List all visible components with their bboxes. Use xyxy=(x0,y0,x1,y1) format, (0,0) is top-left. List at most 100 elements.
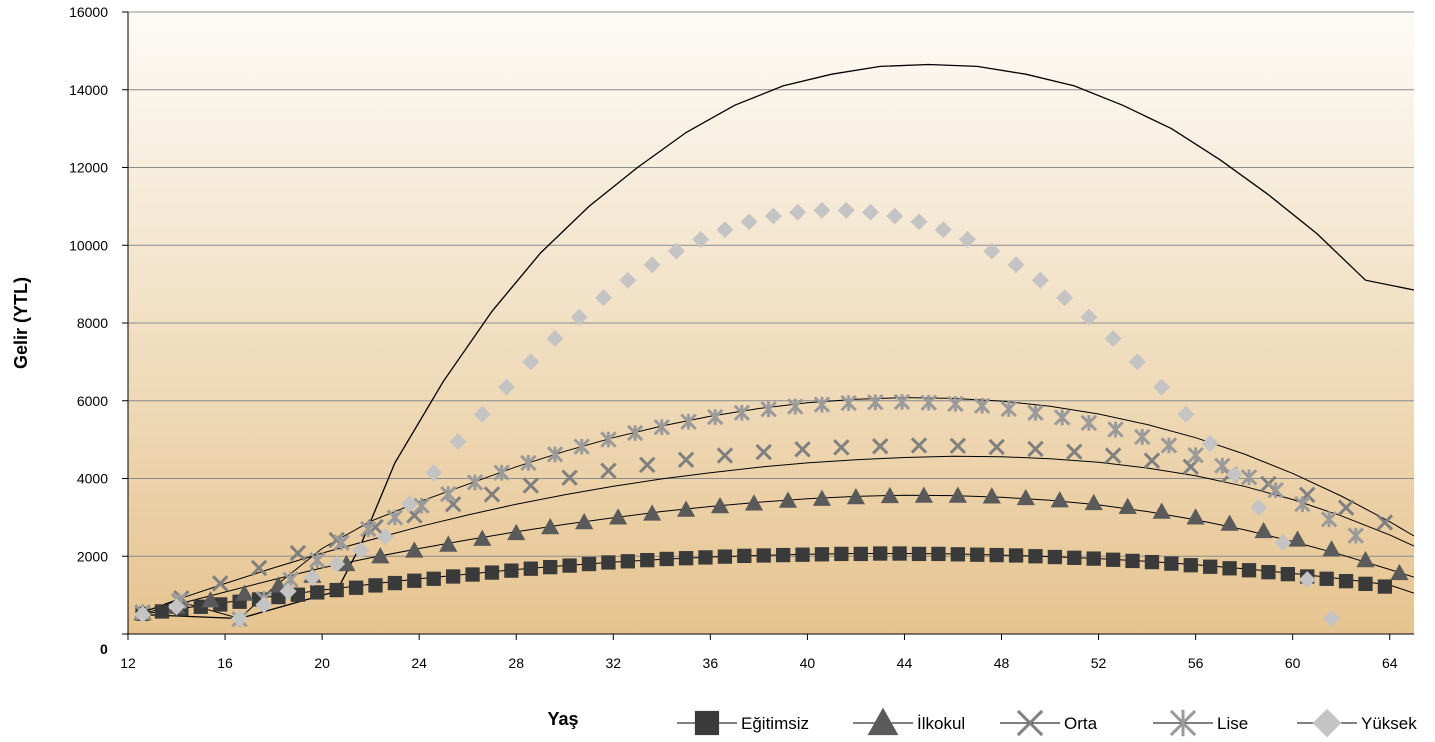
point-yüksek xyxy=(1031,271,1049,289)
point-lise xyxy=(333,534,350,551)
point-i-lkokul xyxy=(575,512,594,530)
point-eğitimsiz xyxy=(445,569,461,584)
point-i-lkokul xyxy=(507,523,526,541)
point-eğitimsiz xyxy=(213,597,228,612)
point-yüksek xyxy=(498,378,515,396)
point-eğitimsiz xyxy=(484,565,500,580)
point-orta xyxy=(910,437,928,454)
point-eğitimsiz xyxy=(543,559,558,575)
point-yüksek xyxy=(1274,534,1292,552)
point-i-lkokul xyxy=(1288,530,1307,547)
x-tick-labels: 12 16 20 24 28 32 36 40 44 48 52 56 60 64 xyxy=(120,634,1398,671)
point-eğitimsiz xyxy=(581,556,597,572)
x-tick-label: 12 xyxy=(120,655,136,671)
x-tick-label: 56 xyxy=(1188,655,1204,671)
point-eğitimsiz xyxy=(1203,559,1218,574)
point-lise xyxy=(1267,481,1284,499)
point-i-lkokul xyxy=(914,486,933,503)
point-i-lkokul xyxy=(744,494,764,511)
point-yüksek xyxy=(522,353,540,371)
point-orta xyxy=(250,559,268,577)
point-i-lkokul xyxy=(846,488,866,505)
point-orta xyxy=(949,437,967,455)
point-orta xyxy=(716,447,734,464)
point-eğitimsiz xyxy=(1358,576,1373,592)
legend-marker-i-lkokul xyxy=(867,707,899,736)
point-yüksek xyxy=(1298,571,1316,589)
point-yüksek xyxy=(449,433,467,451)
trendline-lise xyxy=(142,397,1415,620)
point-i-lkokul xyxy=(439,535,458,552)
point-yüksek xyxy=(352,541,370,559)
point-i-lkokul xyxy=(1390,563,1409,581)
point-orta xyxy=(833,439,850,456)
point-orta xyxy=(1143,452,1161,469)
point-eğitimsiz xyxy=(562,558,577,573)
point-yüksek xyxy=(1177,405,1195,423)
point-eğitimsiz xyxy=(620,554,635,569)
legend: Eğitimsiz İlkokul Orta Lise Yüksek xyxy=(677,707,1417,738)
point-lise xyxy=(893,393,911,411)
point-orta xyxy=(871,438,889,455)
point-eğitimsiz xyxy=(348,580,364,595)
point-yüksek xyxy=(376,528,394,546)
legend-label-lise: Lise xyxy=(1217,714,1248,733)
point-eğitimsiz xyxy=(970,547,985,562)
point-orta xyxy=(561,469,578,486)
y-tick-label: 16000 xyxy=(69,4,108,20)
point-eğitimsiz xyxy=(659,551,674,567)
x-tick-label: 16 xyxy=(217,655,233,671)
point-eğitimsiz xyxy=(1241,563,1257,578)
y-tick-label: 2000 xyxy=(77,548,108,564)
point-orta xyxy=(755,443,772,461)
point-eğitimsiz xyxy=(931,546,946,562)
point-yüksek xyxy=(619,271,637,289)
point-i-lkokul xyxy=(1220,514,1239,531)
point-yüksek xyxy=(1080,308,1098,326)
point-lise xyxy=(787,398,804,415)
data-points xyxy=(133,201,1409,628)
legend-label-i-lkokul: İlkokul xyxy=(917,714,965,733)
point-lise xyxy=(1160,437,1178,454)
point-eğitimsiz xyxy=(737,548,752,564)
point-yüksek xyxy=(837,201,855,219)
x-tick-label: 28 xyxy=(508,655,524,671)
point-lise xyxy=(813,396,831,413)
point-eğitimsiz xyxy=(368,578,383,593)
y-tick-label: 14000 xyxy=(69,82,108,98)
point-eğitimsiz xyxy=(407,573,422,588)
point-eğitimsiz xyxy=(873,546,888,561)
point-yüksek xyxy=(168,598,185,616)
point-lise xyxy=(1027,404,1044,422)
trendline-yüksek xyxy=(142,63,1415,620)
point-eğitimsiz xyxy=(911,546,927,562)
point-lise xyxy=(706,408,724,426)
point-yüksek xyxy=(546,330,564,347)
point-lise xyxy=(1347,527,1364,544)
point-yüksek xyxy=(692,230,710,248)
point-lise xyxy=(680,413,697,430)
point-eğitimsiz xyxy=(426,571,441,586)
point-lise xyxy=(1080,414,1098,432)
point-lise xyxy=(1187,446,1204,464)
point-yüksek xyxy=(425,464,443,482)
point-orta xyxy=(1066,443,1083,460)
point-eğitimsiz xyxy=(1261,565,1276,580)
point-yüksek xyxy=(134,606,152,624)
point-yüksek xyxy=(643,256,661,274)
point-i-lkokul xyxy=(235,584,254,601)
point-orta xyxy=(988,438,1005,456)
point-orta xyxy=(211,575,229,592)
point-lise xyxy=(493,464,510,481)
point-eğitimsiz xyxy=(1008,548,1024,563)
x-axis-title: Yaş xyxy=(547,709,578,729)
point-yüksek xyxy=(328,555,346,573)
x-tick-label: 64 xyxy=(1382,655,1398,671)
point-eğitimsiz xyxy=(1338,573,1354,589)
point-eğitimsiz xyxy=(465,567,480,582)
point-yüksek xyxy=(789,203,807,221)
point-orta xyxy=(794,441,811,458)
point-lise xyxy=(1107,421,1124,438)
point-lise xyxy=(733,404,751,422)
point-yüksek xyxy=(1056,289,1074,307)
